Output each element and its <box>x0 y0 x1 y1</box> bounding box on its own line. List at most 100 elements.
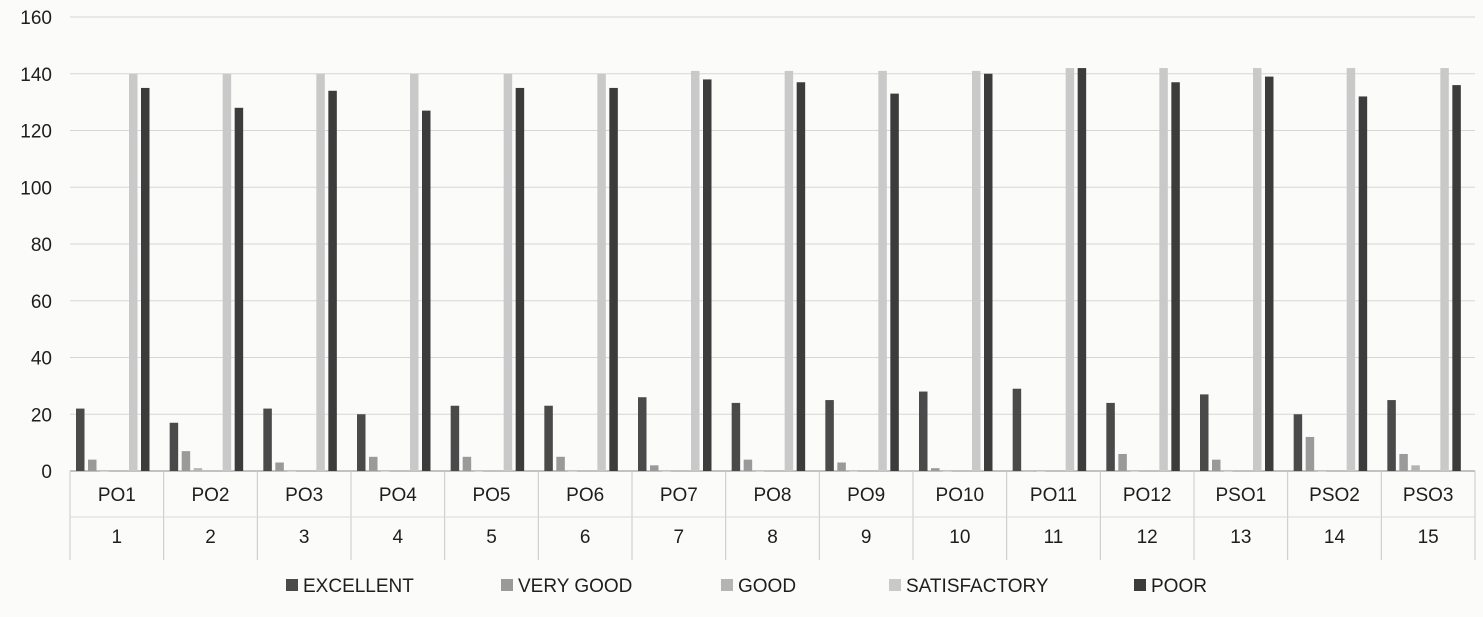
bar-very-good-po2 <box>181 451 191 471</box>
bar-satisfactory-po7 <box>691 70 700 471</box>
bar-satisfactory-po10 <box>972 70 981 471</box>
category-number: 15 <box>1418 527 1439 548</box>
bar-poor-po1 <box>141 87 150 471</box>
category-number: 5 <box>486 527 497 548</box>
legend-label: VERY GOOD <box>518 576 632 597</box>
bar-satisfactory-po11 <box>1065 68 1075 471</box>
bar-excellent-pso3 <box>1387 400 1396 471</box>
bar-satisfactory-po2 <box>222 73 232 471</box>
legend: EXCELLENT VERY GOOD GOOD SATISFACTORY POOR <box>286 576 1207 597</box>
category-number: 14 <box>1324 527 1346 548</box>
y-tick-label: 120 <box>20 122 52 143</box>
bar-good-po11 <box>1036 471 1046 472</box>
category-number: 4 <box>393 527 404 548</box>
bar-excellent-po10 <box>919 391 928 471</box>
bar-satisfactory-po4 <box>410 73 419 471</box>
bar-satisfactory-po1 <box>129 73 138 471</box>
y-tick-label: 0 <box>41 462 52 483</box>
bar-very-good-po1 <box>88 459 97 471</box>
bar-good-po12 <box>1130 471 1139 472</box>
bar-very-good-po7 <box>650 465 659 471</box>
category-number: 2 <box>205 527 216 548</box>
bar-satisfactory-po12 <box>1159 68 1168 471</box>
legend-label: GOOD <box>738 576 796 597</box>
category-label: PO5 <box>472 485 510 506</box>
bar-satisfactory-po5 <box>503 73 513 471</box>
bar-good-po10 <box>943 471 952 472</box>
y-tick-label: 20 <box>31 405 52 426</box>
bar-poor-po10 <box>984 73 993 471</box>
legend-label: SATISFACTORY <box>906 576 1049 597</box>
bar-excellent-po8 <box>731 402 741 471</box>
bar-excellent-po6 <box>544 405 553 471</box>
y-tick-label: 80 <box>31 235 52 256</box>
category-label: PO4 <box>379 485 417 506</box>
category-label: PO3 <box>285 485 323 506</box>
category-number: 6 <box>580 527 591 548</box>
category-label: PSO2 <box>1309 485 1360 506</box>
bar-good-po6 <box>568 471 577 472</box>
category-label: PSO1 <box>1215 485 1266 506</box>
bar-good-pso1 <box>1224 471 1233 472</box>
category-number: 1 <box>112 527 123 548</box>
y-tick-label: 40 <box>31 349 52 370</box>
bar-poor-po8 <box>796 82 806 471</box>
bar-very-good-po10 <box>931 468 940 471</box>
bars <box>76 68 1461 472</box>
category-label: PO6 <box>566 485 604 506</box>
bar-poor-po7 <box>703 79 712 472</box>
category-number: 13 <box>1230 527 1251 548</box>
bar-poor-po12 <box>1171 82 1180 471</box>
gridlines <box>70 16 1475 472</box>
bar-very-good-po8 <box>743 459 753 471</box>
bar-excellent-pso2 <box>1293 414 1303 471</box>
category-label: PO2 <box>191 485 229 506</box>
bar-satisfactory-pso1 <box>1253 68 1262 471</box>
bar-poor-pso2 <box>1358 96 1368 471</box>
bar-good-pso3 <box>1411 465 1420 471</box>
y-tick-label: 140 <box>20 65 52 86</box>
bar-very-good-po11 <box>1024 471 1034 472</box>
category-label: PO12 <box>1123 485 1172 506</box>
bar-satisfactory-po3 <box>316 73 325 471</box>
bar-poor-pso1 <box>1265 76 1274 472</box>
bar-very-good-po6 <box>556 456 565 471</box>
category-label: PO10 <box>936 485 985 506</box>
category-number: 10 <box>949 527 970 548</box>
legend-swatch <box>889 579 901 591</box>
bar-satisfactory-po6 <box>597 73 606 471</box>
bar-poor-po11 <box>1077 68 1087 471</box>
category-label: PO1 <box>98 485 136 506</box>
bar-satisfactory-po8 <box>784 70 794 471</box>
legend-swatch <box>1134 579 1146 591</box>
legend-label: POOR <box>1151 576 1207 597</box>
bar-poor-po5 <box>515 87 525 471</box>
bar-very-good-pso3 <box>1399 453 1408 471</box>
bar-excellent-po11 <box>1012 388 1022 471</box>
bar-very-good-po3 <box>275 462 284 471</box>
bar-very-good-po9 <box>837 462 846 471</box>
bar-poor-po4 <box>422 110 431 471</box>
bar-excellent-po1 <box>76 408 85 471</box>
y-tick-label: 160 <box>20 8 52 29</box>
legend-label: EXCELLENT <box>303 576 414 597</box>
bar-excellent-po5 <box>450 405 460 471</box>
bar-very-good-pso2 <box>1305 436 1315 471</box>
y-tick-label: 60 <box>31 292 52 313</box>
category-number: 3 <box>299 527 310 548</box>
legend-swatch <box>286 579 298 591</box>
bar-good-po5 <box>474 471 484 472</box>
bar-good-pso2 <box>1317 471 1327 472</box>
category-number: 9 <box>861 527 872 548</box>
legend-swatch <box>721 579 733 591</box>
bar-excellent-po2 <box>169 422 179 471</box>
legend-swatch <box>501 579 513 591</box>
y-tick-label: 100 <box>20 178 52 199</box>
bar-excellent-pso1 <box>1200 394 1209 471</box>
category-number: 7 <box>674 527 685 548</box>
bar-good-po9 <box>849 471 858 472</box>
bar-good-po4 <box>381 471 390 472</box>
category-label: PO11 <box>1030 485 1077 506</box>
bar-very-good-po4 <box>369 456 378 471</box>
